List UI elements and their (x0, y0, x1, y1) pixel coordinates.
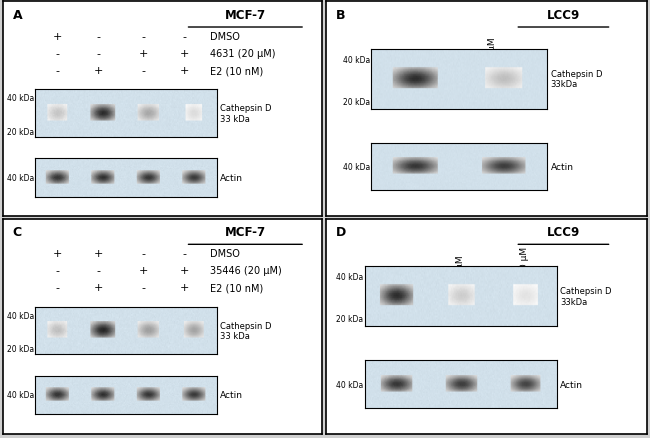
Text: +: + (180, 66, 190, 76)
Text: -: - (183, 32, 187, 42)
Text: +: + (138, 265, 148, 276)
Text: -: - (55, 49, 59, 59)
Text: LCC9: LCC9 (547, 226, 580, 238)
Text: 35446 (20 μM): 35446 (20 μM) (211, 265, 282, 276)
Text: LCC9: LCC9 (547, 9, 580, 21)
Text: 40 kDa: 40 kDa (6, 174, 34, 183)
Text: DMSO: DMSO (211, 248, 240, 258)
Text: +: + (94, 248, 103, 258)
Text: MCF-7: MCF-7 (225, 226, 266, 238)
Text: +: + (180, 265, 190, 276)
Text: -: - (97, 265, 101, 276)
Text: 4631 (20 μM): 4631 (20 μM) (211, 49, 276, 59)
Text: +: + (180, 49, 190, 59)
Text: 40 kDa: 40 kDa (343, 56, 370, 65)
Text: -: - (55, 265, 59, 276)
Text: 35446 20 μM: 35446 20 μM (521, 246, 530, 305)
Text: B: B (336, 9, 345, 21)
Text: -: - (142, 66, 146, 76)
Text: +: + (53, 32, 62, 42)
Text: A: A (13, 9, 23, 21)
Text: Actin: Actin (220, 391, 243, 399)
Text: Actin: Actin (220, 174, 243, 183)
Text: -: - (55, 283, 59, 293)
Text: -: - (97, 49, 101, 59)
Text: 4631 20μM: 4631 20μM (488, 38, 497, 88)
Text: -: - (142, 248, 146, 258)
Text: 20 kDa: 20 kDa (6, 127, 34, 136)
Text: Cathepsin D
33kDa: Cathepsin D 33kDa (551, 70, 602, 89)
Text: +: + (138, 49, 148, 59)
Text: Actin: Actin (560, 380, 583, 389)
Text: E2 (10 nM): E2 (10 nM) (211, 66, 263, 76)
Text: Cathepsin D
33kDa: Cathepsin D 33kDa (560, 286, 612, 306)
Text: Actin: Actin (551, 163, 574, 172)
Text: -: - (183, 248, 187, 258)
Text: Cathepsin D
33 kDa: Cathepsin D 33 kDa (220, 321, 272, 340)
Text: MCF-7: MCF-7 (225, 9, 266, 21)
Text: 20 kDa: 20 kDa (343, 98, 370, 107)
Text: +: + (180, 283, 190, 293)
Text: +: + (94, 283, 103, 293)
Text: Cathepsin D
33 kDa: Cathepsin D 33 kDa (220, 104, 272, 124)
Text: 40 kDa: 40 kDa (6, 94, 34, 103)
Text: -: - (142, 32, 146, 42)
Text: -: - (97, 32, 101, 42)
Text: -: - (142, 283, 146, 293)
Text: 40 kDa: 40 kDa (6, 391, 34, 399)
Text: +: + (94, 66, 103, 76)
Text: 40 kDa: 40 kDa (336, 272, 363, 282)
Text: 40 kDa: 40 kDa (6, 311, 34, 320)
Text: 40 kDa: 40 kDa (336, 380, 363, 389)
Text: +: + (53, 248, 62, 258)
Text: 35446 1μM: 35446 1μM (456, 254, 465, 305)
Text: DMSO: DMSO (393, 278, 401, 305)
Text: DMSO: DMSO (211, 32, 240, 42)
Text: 40 kDa: 40 kDa (343, 163, 370, 172)
Text: 20 kDa: 20 kDa (6, 344, 34, 353)
Text: C: C (13, 226, 22, 238)
Text: -: - (55, 66, 59, 76)
Text: 20 kDa: 20 kDa (336, 314, 363, 324)
Text: DMSO: DMSO (408, 61, 417, 88)
Text: D: D (336, 226, 346, 238)
Text: E2 (10 nM): E2 (10 nM) (211, 283, 263, 293)
